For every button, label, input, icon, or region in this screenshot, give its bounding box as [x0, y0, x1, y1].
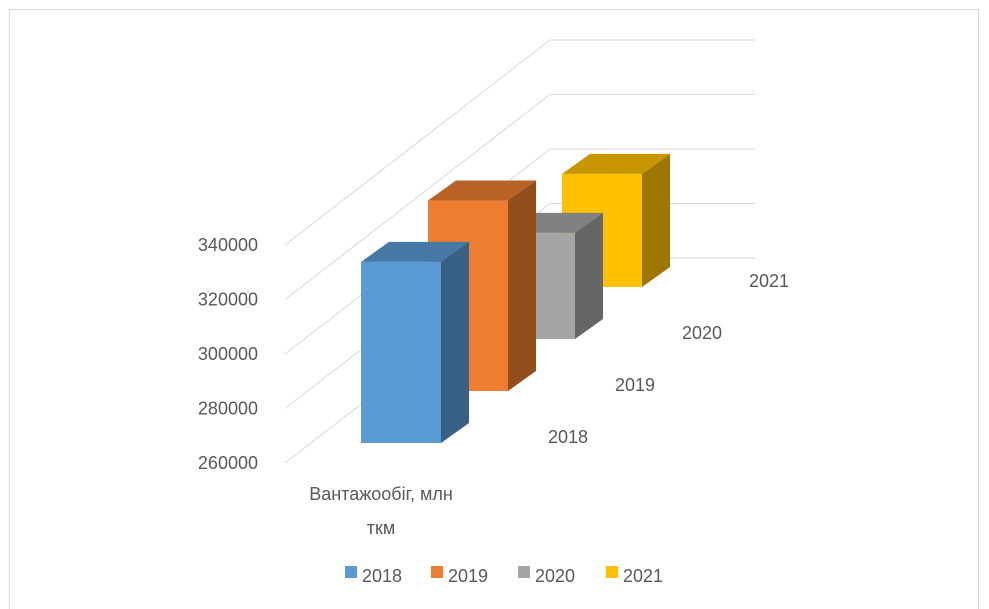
bar-side-2018 [441, 241, 469, 443]
y-tick-label-3: 320000 [198, 290, 258, 310]
depth-label-2019: 2019 [615, 375, 655, 395]
gridline-side-4 [284, 39, 551, 246]
category-axis: Вантажообіг, млн ткм [309, 484, 453, 538]
legend-label-2018: 2018 [362, 566, 402, 586]
bar-top-2018 [361, 241, 469, 262]
bar-front-2018 [361, 261, 441, 443]
depth-axis-labels: 2018 2019 2020 2021 [548, 271, 789, 447]
y-tick-label-2: 300000 [198, 344, 258, 364]
bar-2018 [361, 241, 469, 443]
category-label-line-2: ткм [367, 518, 396, 538]
bar-side-2021 [642, 153, 670, 287]
legend-label-2021: 2021 [623, 566, 663, 586]
y-axis-ticks: 260000 280000 300000 320000 340000 [198, 235, 258, 473]
category-label-line-1: Вантажообіг, млн [309, 484, 453, 504]
legend-swatch-2019 [431, 566, 443, 578]
legend-swatch-2021 [606, 566, 618, 578]
y-tick-label-1: 280000 [198, 399, 258, 419]
legend: 2018 2019 2020 2021 [345, 566, 663, 586]
bar-top-2019 [428, 180, 536, 201]
depth-label-2020: 2020 [682, 323, 722, 343]
y-tick-label-4: 340000 [198, 235, 258, 255]
bar-side-2019 [508, 180, 536, 391]
bar-side-2020 [575, 212, 603, 339]
legend-swatch-2018 [345, 566, 357, 578]
y-tick-label-0: 260000 [198, 453, 258, 473]
bar-top-2021 [562, 153, 670, 174]
gridline-side-3 [284, 94, 551, 300]
depth-label-2018: 2018 [548, 427, 588, 447]
bars [361, 153, 670, 443]
depth-label-2021: 2021 [749, 271, 789, 291]
legend-label-2020: 2020 [535, 566, 575, 586]
legend-label-2019: 2019 [448, 566, 488, 586]
legend-swatch-2020 [518, 566, 530, 578]
